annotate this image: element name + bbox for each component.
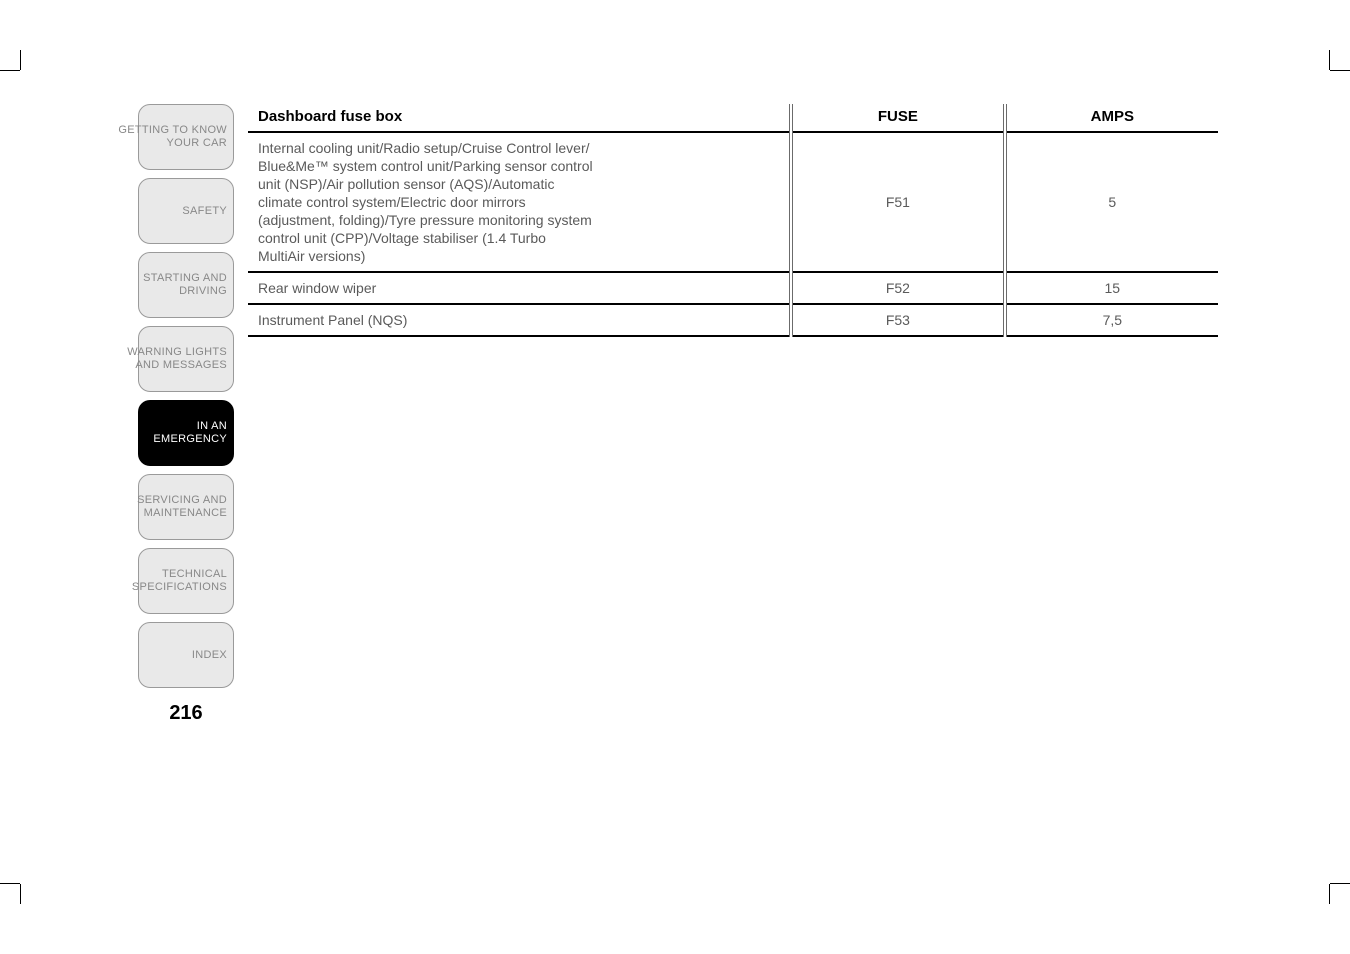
- tab-label-line: GETTING TO KNOW: [118, 124, 227, 137]
- crop-mark: [1329, 884, 1330, 904]
- tab-safety[interactable]: SAFETY: [138, 178, 234, 244]
- tab-label-line: DRIVING: [179, 285, 227, 298]
- cell-fuse: F51: [791, 132, 1004, 272]
- tab-label-line: SERVICING AND: [137, 494, 227, 507]
- crop-mark: [20, 50, 21, 70]
- tab-label-line: TECHNICAL: [162, 568, 227, 581]
- tab-label-line: SAFETY: [182, 205, 227, 218]
- tab-index[interactable]: INDEX: [138, 622, 234, 688]
- cell-desc: Internal cooling unit/Radio setup/Cruise…: [248, 132, 791, 272]
- tab-label-line: EMERGENCY: [153, 433, 227, 446]
- cell-amps: 5: [1005, 132, 1218, 272]
- crop-mark: [20, 884, 21, 904]
- tab-getting-to-know[interactable]: GETTING TO KNOW YOUR CAR: [138, 104, 234, 170]
- table-row: Instrument Panel (NQS) F53 7,5: [248, 304, 1218, 336]
- table-row: Internal cooling unit/Radio setup/Cruise…: [248, 132, 1218, 272]
- cell-fuse: F52: [791, 272, 1004, 304]
- tab-technical[interactable]: TECHNICAL SPECIFICATIONS: [138, 548, 234, 614]
- fuse-table-region: Dashboard fuse box FUSE AMPS Internal co…: [248, 104, 1218, 337]
- tab-label-line: IN AN: [197, 420, 227, 433]
- tab-servicing[interactable]: SERVICING AND MAINTENANCE: [138, 474, 234, 540]
- tab-in-an-emergency[interactable]: IN AN EMERGENCY: [138, 400, 234, 466]
- crop-mark: [1329, 50, 1330, 70]
- tab-starting-driving[interactable]: STARTING AND DRIVING: [138, 252, 234, 318]
- tab-label-line: AND MESSAGES: [135, 359, 227, 372]
- cell-amps: 7,5: [1005, 304, 1218, 336]
- tab-label-line: SPECIFICATIONS: [132, 581, 227, 594]
- cell-fuse: F53: [791, 304, 1004, 336]
- col-header-desc: Dashboard fuse box: [248, 104, 791, 132]
- crop-mark: [0, 70, 20, 71]
- tab-label-line: MAINTENANCE: [144, 507, 227, 520]
- tab-label-line: WARNING LIGHTS: [127, 346, 227, 359]
- tab-label-line: INDEX: [192, 649, 227, 662]
- tab-label-line: STARTING AND: [143, 272, 227, 285]
- tab-warning-lights[interactable]: WARNING LIGHTS AND MESSAGES: [138, 326, 234, 392]
- cell-amps: 15: [1005, 272, 1218, 304]
- crop-mark: [1330, 70, 1350, 71]
- table-row: Rear window wiper F52 15: [248, 272, 1218, 304]
- cell-desc: Instrument Panel (NQS): [248, 304, 791, 336]
- col-header-amps: AMPS: [1005, 104, 1218, 132]
- cell-desc: Rear window wiper: [248, 272, 791, 304]
- crop-mark: [1330, 883, 1350, 884]
- tab-label-line: YOUR CAR: [167, 137, 227, 150]
- crop-mark: [0, 883, 20, 884]
- fuse-table: Dashboard fuse box FUSE AMPS Internal co…: [248, 104, 1218, 337]
- section-tabs-sidebar: GETTING TO KNOW YOUR CAR SAFETY STARTING…: [138, 104, 234, 730]
- col-header-fuse: FUSE: [791, 104, 1004, 132]
- page-number: 216: [138, 696, 234, 730]
